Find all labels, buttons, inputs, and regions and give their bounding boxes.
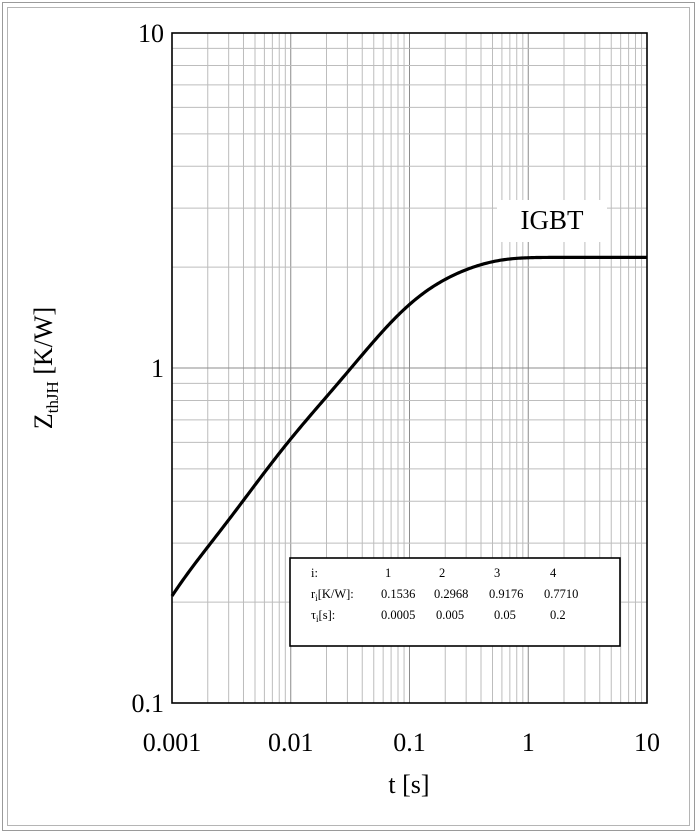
inner-border <box>7 7 690 826</box>
parameter-table-box <box>289 557 621 647</box>
table-r-1: 0.1536 <box>381 587 415 601</box>
table-r-4: 0.7710 <box>544 587 578 601</box>
table-tau-1: 0.0005 <box>381 608 415 622</box>
y-tick-label: 10 <box>138 19 164 48</box>
table-i-4: 4 <box>550 566 557 580</box>
x-tick-labels: 0.001 0.01 0.1 1 10 <box>143 728 660 757</box>
table-tau-3: 0.05 <box>494 608 516 622</box>
series-label-bg <box>497 200 607 242</box>
x-tick-label: 1 <box>522 728 535 757</box>
y-axis-label: ZthJH [K/W] <box>29 307 62 429</box>
table-row-r-label: ri[K/W]: <box>311 587 354 603</box>
y-tick-label: 0.1 <box>132 689 165 718</box>
y-tick-labels: 0.1 1 10 <box>132 19 165 718</box>
table-tau-4: 0.2 <box>550 608 566 622</box>
x-axis-label: t [s] <box>388 770 429 799</box>
x-tick-label: 0.01 <box>268 728 314 757</box>
x-tick-label: 0.1 <box>393 728 426 757</box>
table-i-2: 2 <box>439 566 445 580</box>
y-tick-label: 1 <box>151 354 164 383</box>
plot-area-border <box>171 32 648 704</box>
table-row-i-label: i: <box>311 566 318 580</box>
parameter-table: i: 1 2 3 4 ri[K/W]: 0.1536 0.2968 0.9176… <box>289 557 621 647</box>
table-i-3: 3 <box>494 566 500 580</box>
table-r-3: 0.9176 <box>489 587 523 601</box>
table-i-1: 1 <box>385 566 391 580</box>
table-row-tau-label: τi[s]: <box>311 608 335 624</box>
table-tau-2: 0.005 <box>436 608 464 622</box>
table-r-2: 0.2968 <box>434 587 468 601</box>
x-tick-label: 10 <box>634 728 660 757</box>
x-tick-label: 0.001 <box>143 728 202 757</box>
series-line-igbt <box>170 255 648 597</box>
series-label-igbt: IGBT <box>521 205 584 235</box>
